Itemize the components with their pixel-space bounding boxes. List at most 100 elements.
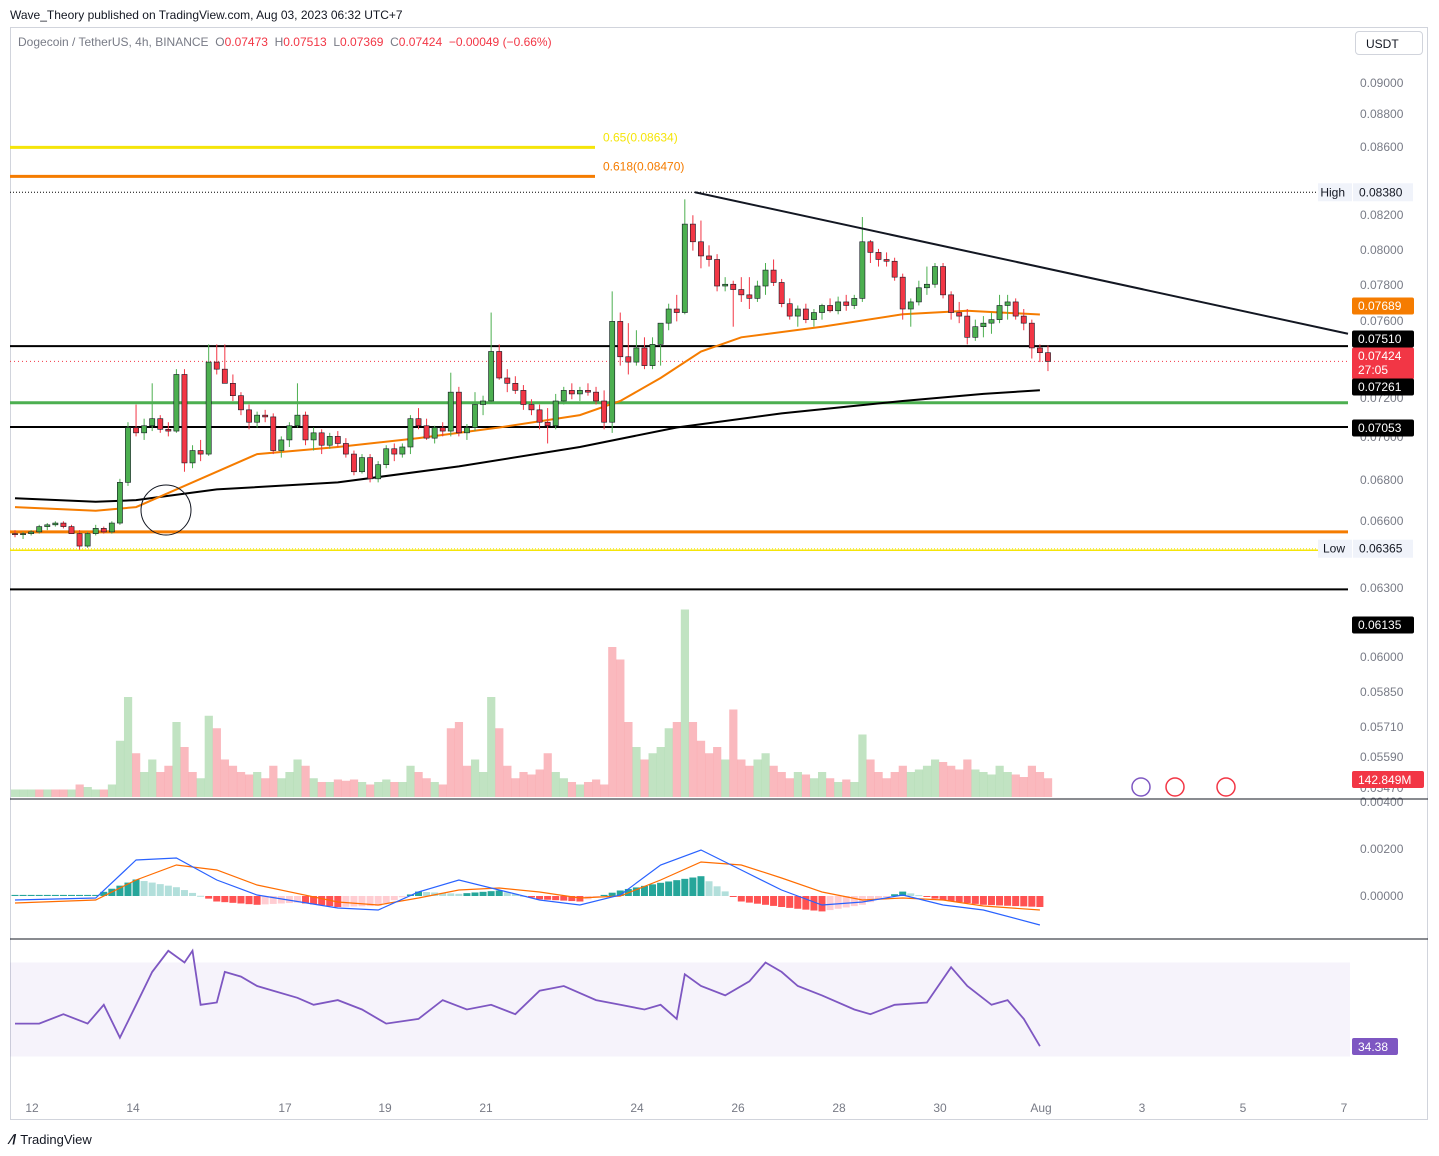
volume-bar [366, 784, 375, 797]
volume-bar [212, 728, 221, 797]
volume-bar [882, 778, 891, 797]
price-axis-tick: 0.07600 [1360, 314, 1404, 328]
macd-histogram-bar [1020, 896, 1028, 907]
candle-body [60, 522, 67, 527]
candle-body [1020, 315, 1027, 324]
volume-bar [818, 772, 827, 797]
candle-body [657, 322, 664, 345]
volume-bar [866, 759, 875, 797]
macd-histogram-bar [35, 894, 43, 896]
candle-body [117, 482, 123, 524]
volume-bar [1043, 778, 1053, 797]
volume-bar [462, 765, 472, 797]
macd-histogram-bar [834, 896, 842, 909]
price-tag-value: 0.07424 [1358, 349, 1402, 363]
open-value: 0.07473 [224, 35, 268, 49]
volume-bar [349, 779, 359, 797]
volume-bar [446, 728, 455, 797]
volume-bar [890, 772, 899, 797]
volume-bar [172, 722, 181, 797]
macd-histogram-bar [1012, 896, 1020, 907]
price-axis-tick: 0.05850 [1360, 685, 1404, 699]
volume-bar [672, 722, 681, 797]
candle-body [12, 533, 18, 535]
candle-body [1012, 301, 1019, 317]
volume-bar [769, 765, 778, 797]
macd-histogram-bar [891, 894, 899, 896]
volume-bar [430, 782, 439, 797]
volume-bar [761, 753, 770, 797]
candle-body [84, 533, 91, 547]
volume-bar [140, 772, 149, 797]
open-label: O [215, 35, 225, 49]
macd-histogram-bar [745, 896, 753, 903]
time-axis-tick: 30 [933, 1101, 947, 1115]
time-axis-tick: 12 [25, 1101, 39, 1115]
volume-bar [285, 772, 294, 797]
volume-bar [132, 753, 141, 797]
price-axis-tick: 0.00000 [1360, 889, 1404, 903]
macd-histogram-bar [447, 893, 455, 896]
low-value: 0.07369 [340, 35, 384, 49]
candle-body [996, 305, 1003, 320]
price-tag-bg [1352, 616, 1414, 634]
macd-histogram-bar [713, 886, 721, 896]
candle-body [423, 425, 430, 439]
volume-bar [196, 778, 205, 797]
macd-histogram-bar [197, 895, 205, 897]
symbol-name[interactable]: Dogecoin / TetherUS, 4h, BINANCE [18, 35, 209, 49]
macd-histogram-bar [649, 884, 657, 896]
volume-bar [156, 772, 165, 797]
candle-body [649, 344, 656, 366]
volume-bar [1019, 777, 1028, 797]
candle-body [601, 400, 608, 423]
volume-bar [27, 789, 36, 797]
macd-histogram-bar [899, 891, 907, 896]
volume-bar [277, 778, 286, 797]
candle-body [415, 418, 422, 427]
price-tag-value: 0.07510 [1358, 332, 1402, 346]
time-axis-tick: 24 [630, 1101, 644, 1115]
macd-histogram-bar [398, 896, 406, 898]
volume-bar [503, 765, 512, 797]
volume-bar [898, 765, 907, 797]
volume-bar [495, 728, 504, 797]
volume-bar [511, 778, 520, 797]
ema50-line [14, 309, 1040, 512]
volume-bar [487, 697, 496, 797]
macd-histogram-bar [221, 896, 229, 903]
candle-body [528, 404, 535, 411]
candle-body [552, 400, 559, 427]
macd-histogram-bar [189, 892, 197, 896]
macd-histogram-bar [527, 896, 535, 898]
volume-bar [204, 715, 213, 797]
high-value: 0.07513 [283, 35, 327, 49]
candle-body [246, 409, 252, 423]
candle-body [213, 361, 220, 370]
horizontal-levels: 0.65(0.08634) 0.618(0.08470) High 0.08380 Lo… [10, 130, 1413, 591]
volume-bar [858, 734, 867, 797]
volume-bar [374, 782, 383, 797]
level-tag-label: Low [1323, 542, 1345, 556]
macd-histogram-bar [487, 891, 495, 896]
volume-bar [535, 769, 544, 797]
candle-body [802, 308, 809, 320]
volume-bar [59, 789, 68, 797]
macd-histogram-bar [67, 894, 75, 896]
macd-histogram-bar [213, 896, 221, 902]
candle-body [706, 255, 712, 260]
price-tag-value: 0.07689 [1358, 299, 1402, 313]
currency-button[interactable]: USDT [1355, 31, 1423, 55]
volume-bar [51, 789, 60, 797]
price-axis-tick: 0.06300 [1360, 581, 1404, 595]
macd-histogram-bar [963, 896, 971, 904]
candle-body [108, 522, 115, 533]
candle-body [980, 322, 987, 327]
volume-bar [616, 659, 625, 797]
tradingview-logo-icon: ⁄/ [10, 1131, 17, 1147]
rsi-band [10, 962, 1350, 1057]
price-axis-tick: 0.05710 [1360, 720, 1404, 734]
macd-histogram-bar [11, 894, 19, 896]
macd-histogram-bar [762, 896, 770, 905]
